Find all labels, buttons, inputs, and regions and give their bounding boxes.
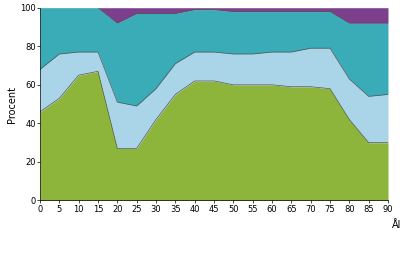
Text: Ålder: Ålder — [392, 220, 400, 230]
Y-axis label: Procent: Procent — [7, 86, 17, 123]
